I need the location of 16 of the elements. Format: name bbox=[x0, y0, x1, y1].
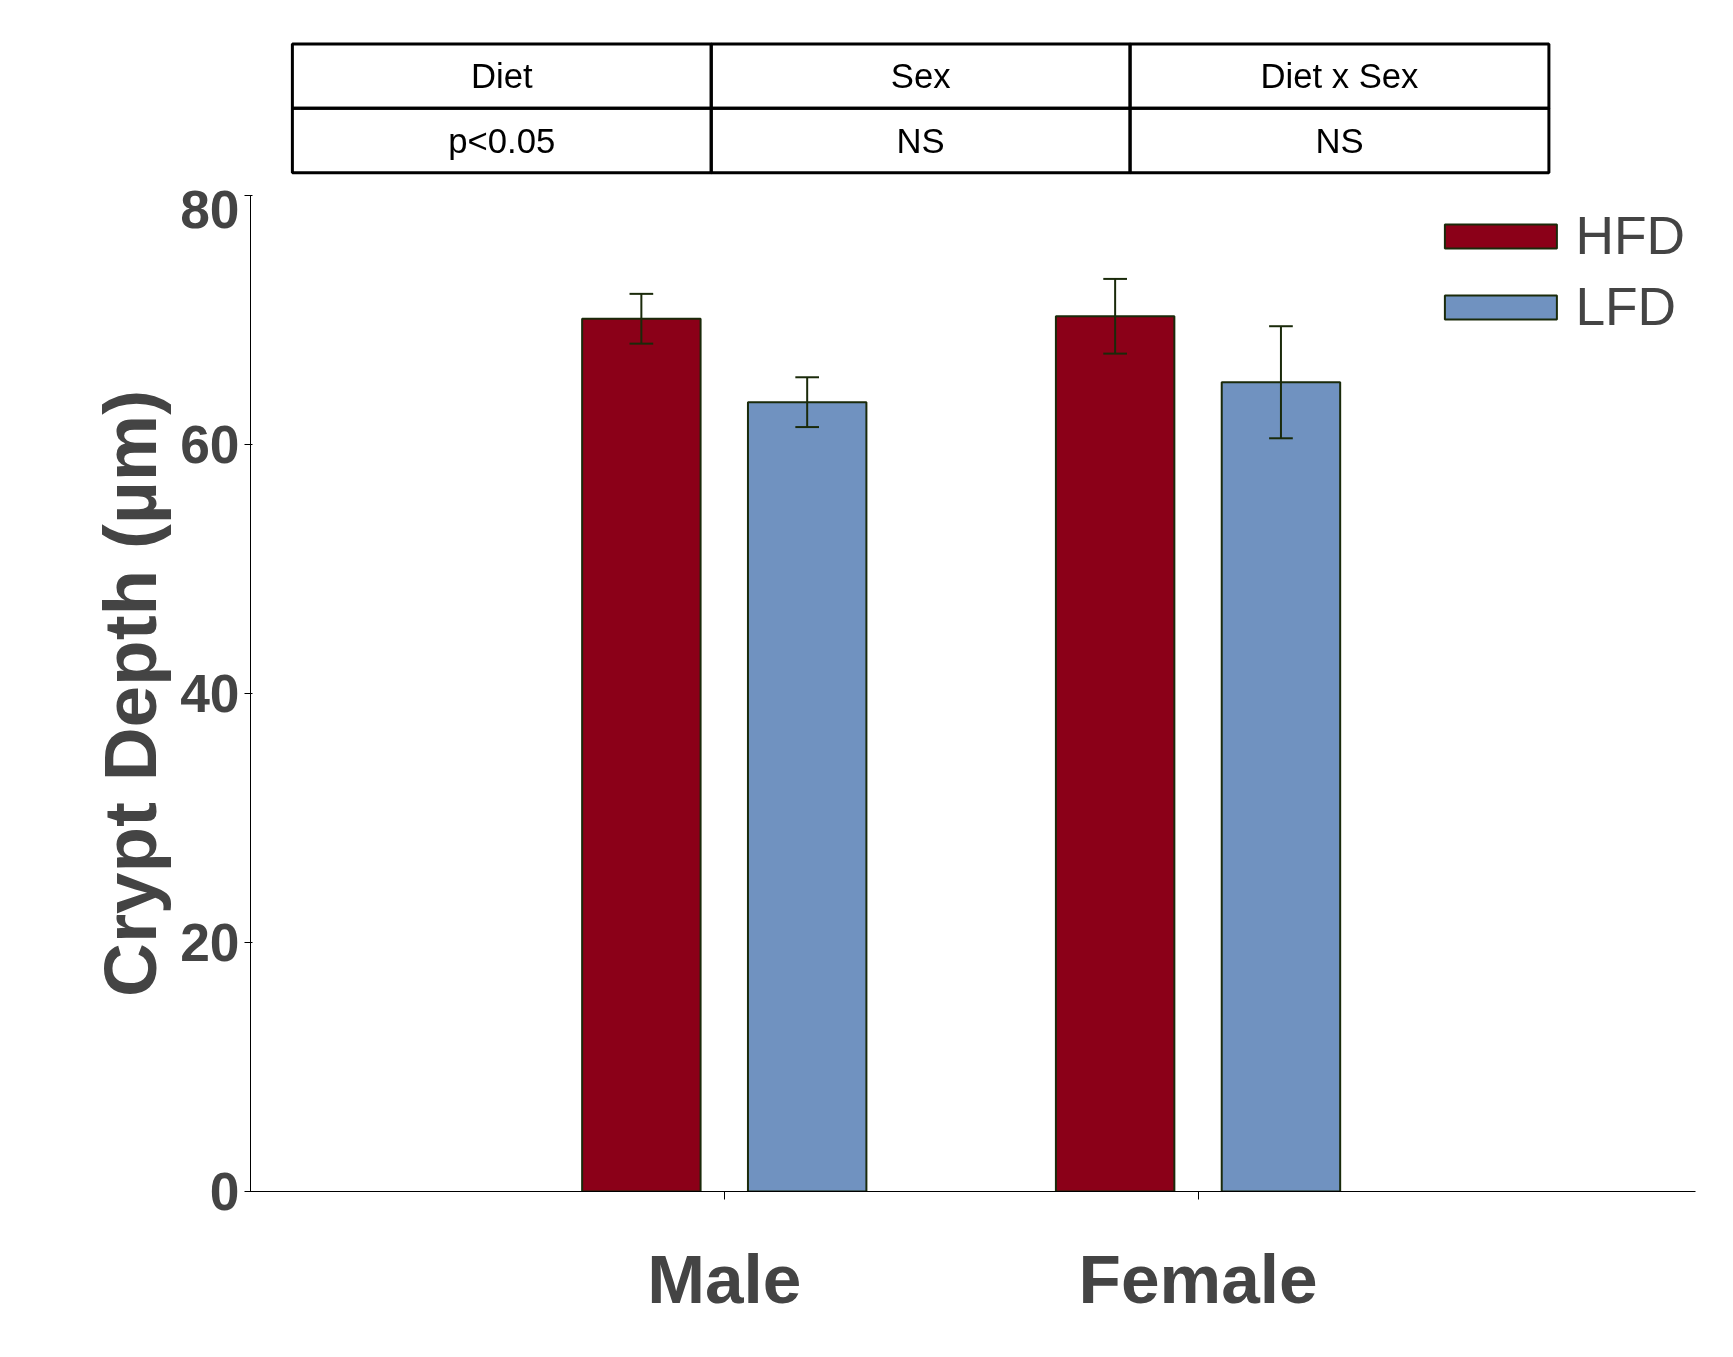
text: Diet bbox=[470, 57, 533, 96]
legend-label: LFD bbox=[1575, 276, 1677, 337]
y-tick-label: 40 bbox=[180, 664, 240, 723]
y-tick-label: 80 bbox=[180, 179, 240, 239]
text: Diet x Sex bbox=[1260, 57, 1419, 96]
text: p<0.05 bbox=[448, 121, 556, 160]
x-tick-label: Male bbox=[647, 1239, 802, 1318]
y-tick-label: 60 bbox=[180, 415, 240, 474]
text: Sex bbox=[890, 57, 951, 96]
y-tick-label: 20 bbox=[180, 913, 240, 972]
y-axis-title: Crypt Depth (µm) bbox=[88, 389, 173, 998]
x-tick-label: Female bbox=[1078, 1239, 1318, 1318]
legend-label: HFD bbox=[1575, 205, 1685, 266]
text: NS bbox=[896, 121, 945, 160]
text: NS bbox=[1315, 121, 1364, 160]
y-tick-label: 0 bbox=[209, 1162, 240, 1221]
